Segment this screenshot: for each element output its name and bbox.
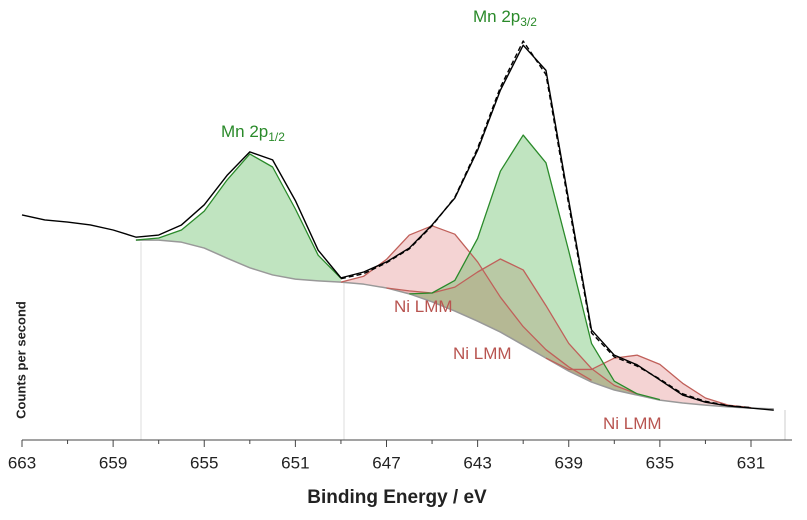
x-tick-label: 663 bbox=[8, 453, 36, 472]
x-tick-label: 643 bbox=[463, 453, 491, 472]
annotation: Ni LMM bbox=[394, 297, 453, 316]
peak-area bbox=[409, 135, 660, 401]
annotation-text: Mn 2p bbox=[473, 7, 520, 26]
annotation-text: Mn 2p bbox=[221, 122, 268, 141]
spectrum-line bbox=[21, 44, 774, 411]
annotation-text: Ni LMM bbox=[603, 414, 662, 433]
peak-area bbox=[135, 153, 341, 283]
peak-line bbox=[135, 153, 342, 279]
peak-area bbox=[340, 225, 592, 383]
annotation: Ni LMM bbox=[603, 414, 662, 433]
annotation-text: Ni LMM bbox=[453, 344, 512, 363]
x-tick-label: 635 bbox=[646, 453, 674, 472]
x-tick-label: 647 bbox=[372, 453, 400, 472]
annotation-subscript: 3/2 bbox=[520, 15, 537, 29]
fit-line bbox=[340, 40, 752, 409]
peak-line bbox=[340, 225, 592, 381]
peak-area bbox=[386, 258, 638, 396]
x-axis-label: Binding Energy / eV bbox=[307, 487, 487, 508]
peak-line bbox=[409, 134, 661, 401]
peak-line bbox=[545, 354, 752, 409]
annotation-text: Ni LMM bbox=[394, 297, 453, 316]
x-tick-label: 651 bbox=[281, 453, 309, 472]
background-line bbox=[135, 239, 774, 410]
y-axis-label: Counts per second bbox=[13, 301, 28, 419]
annotation: Ni LMM bbox=[453, 344, 512, 363]
annotation: Mn 2p3/2 bbox=[473, 7, 537, 29]
x-tick-label: 639 bbox=[555, 453, 583, 472]
annotation: Mn 2p1/2 bbox=[221, 122, 285, 144]
annotation-subscript: 1/2 bbox=[268, 130, 285, 144]
x-tick-label: 655 bbox=[190, 453, 218, 472]
x-tick-label: 631 bbox=[737, 453, 765, 472]
x-tick-label: 659 bbox=[99, 453, 127, 472]
